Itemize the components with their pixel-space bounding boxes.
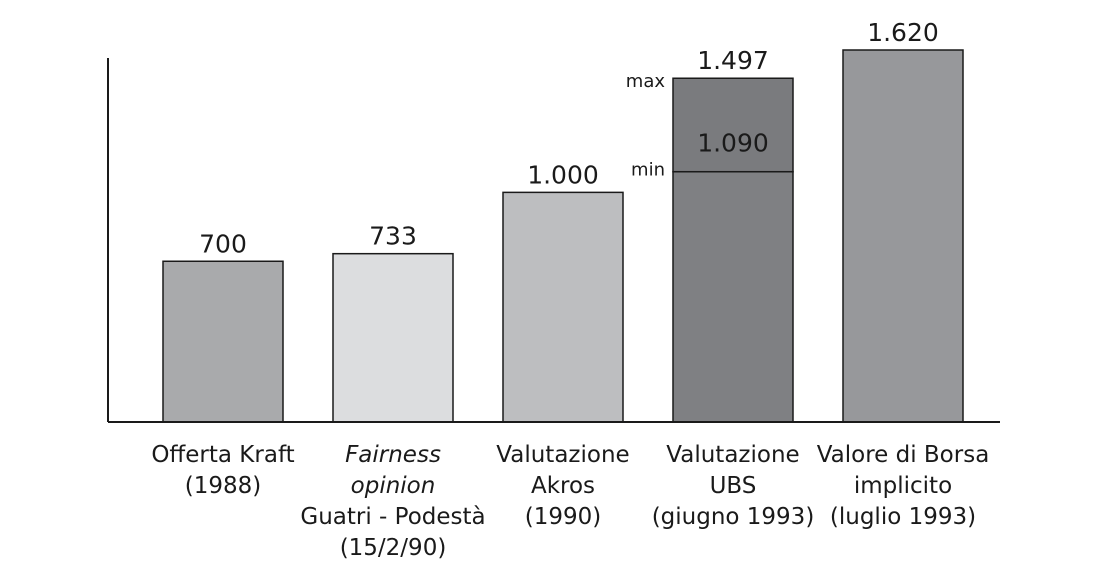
x-tick-label: (1990) <box>525 504 601 530</box>
labels-layer: 700 Offerta Kraft (1988) 733 Fairness opinion… <box>151 18 989 561</box>
data-label: 733 <box>369 222 417 251</box>
x-tick-label: (giugno 1993) <box>652 504 815 530</box>
bar <box>842 49 964 423</box>
bar <box>162 260 284 423</box>
x-tick-label: Offerta Kraft <box>151 442 294 468</box>
x-tick-label: Valutazione <box>496 442 629 468</box>
x-tick-label: Guatri - Podestà <box>300 504 485 530</box>
bar <box>502 191 624 423</box>
bar <box>332 252 454 423</box>
data-label: 1.000 <box>527 160 599 189</box>
data-label: 1.620 <box>867 18 939 47</box>
bar-range-lower <box>672 170 794 423</box>
x-tick-label: Valore di Borsa <box>817 442 990 468</box>
range-min-value-label: 1.090 <box>697 129 769 158</box>
x-tick-label: (15/2/90) <box>340 535 447 561</box>
x-tick-label: UBS <box>710 473 757 499</box>
x-tick-label: opinion <box>351 473 436 499</box>
range-min-label: min <box>631 160 665 181</box>
range-max-label: max <box>626 71 666 92</box>
bar-range-upper <box>672 77 794 173</box>
x-tick-label: Valutazione <box>666 442 799 468</box>
data-label: 700 <box>199 229 247 258</box>
x-tick-label: Akros <box>531 473 595 499</box>
x-tick-label: (1988) <box>185 473 261 499</box>
bars-layer <box>162 49 964 423</box>
x-tick-label: implicito <box>854 473 952 499</box>
data-label: 1.497 <box>697 46 769 75</box>
x-tick-label: (luglio 1993) <box>830 504 976 530</box>
x-tick-label: Fairness <box>345 442 441 468</box>
